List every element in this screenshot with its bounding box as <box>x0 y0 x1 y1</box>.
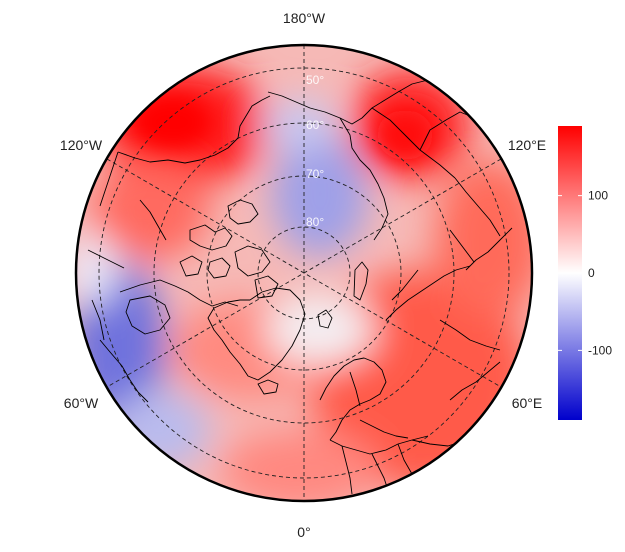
colorbar-tick-label: -100 <box>588 343 612 357</box>
colorbar: 100 0 -100 <box>558 126 612 420</box>
lat-circle-60 <box>153 122 455 424</box>
map-boundary <box>74 43 534 503</box>
lon-label-120e: 120°E <box>508 137 546 153</box>
lon-label-180w: 180°W <box>283 10 326 26</box>
lat-label-70: 70° <box>306 167 324 181</box>
colorbar-tick-label: 0 <box>588 266 595 280</box>
meridian-120e-60w <box>106 158 502 388</box>
lat-label-60: 60° <box>306 118 324 132</box>
lat-circle-70 <box>206 175 402 371</box>
warm-anomaly-siberia <box>435 160 532 320</box>
lon-label-0: 0° <box>297 524 310 540</box>
colorbar-ticks: 100 0 -100 <box>558 189 612 357</box>
colorbar-tick-label: 100 <box>588 189 608 203</box>
lon-label-60e: 60°E <box>512 395 543 411</box>
lon-label-60w: 60°W <box>64 395 99 411</box>
lat-label-80: 80° <box>306 215 324 229</box>
cold-anomaly-arctic <box>272 133 368 257</box>
lat-circle-50 <box>98 67 510 479</box>
lat-label-50: 50° <box>306 73 324 87</box>
lon-label-120w: 120°W <box>60 137 103 153</box>
anomaly-field <box>76 45 532 501</box>
graticule <box>98 45 510 501</box>
